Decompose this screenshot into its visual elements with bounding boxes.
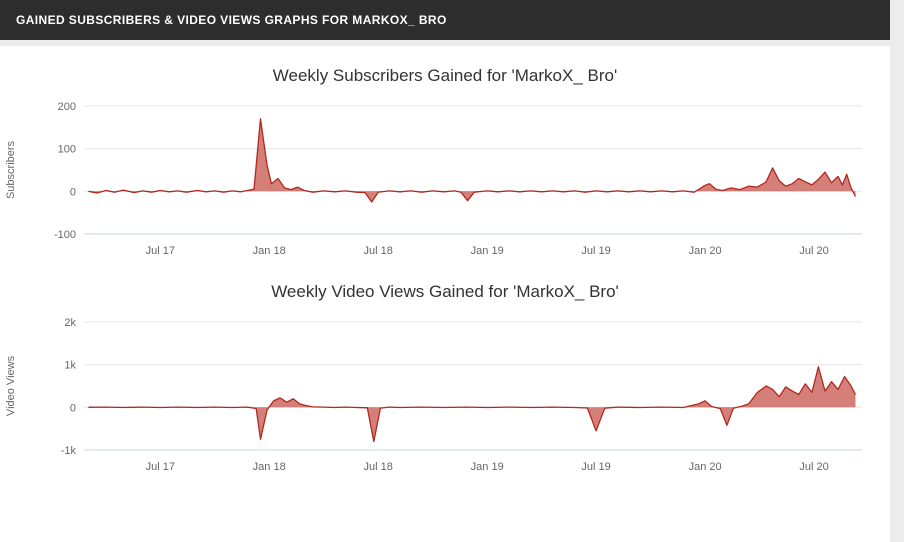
video-views-chart-title: Weekly Video Views Gained for 'MarkoX_ B…	[271, 282, 619, 301]
y-tick-label: 1k	[64, 360, 76, 372]
y-tick-label: 0	[70, 402, 76, 414]
x-tick-label: Jul 19	[581, 245, 610, 257]
video-views-chart-section: Weekly Video Views Gained for 'MarkoX_ B…	[0, 282, 890, 484]
area-fill	[88, 366, 856, 442]
series-line	[88, 366, 857, 443]
y-axis-title: Subscribers	[5, 140, 17, 199]
x-tick-label: Jul 17	[146, 245, 175, 257]
x-tick-label: Jan 19	[471, 461, 504, 473]
x-tick-label: Jan 19	[471, 245, 504, 257]
y-tick-label: 100	[58, 144, 76, 156]
y-tick-label: 0	[70, 186, 76, 198]
x-tick-label: Jul 20	[799, 245, 828, 257]
y-tick-label: -100	[54, 229, 76, 241]
subscribers-chart-canvas: -100 0 100 200 Jul 17 Jan 18 Jul 18 Jan 19 Jul 1…	[5, 101, 862, 257]
x-tick-label: Jan 18	[253, 461, 286, 473]
x-tick-label: Jul 18	[364, 461, 393, 473]
y-tick-label: -1k	[61, 445, 77, 457]
subscribers-chart-title: Weekly Subscribers Gained for 'MarkoX_ B…	[272, 66, 618, 85]
x-tick-label: Jul 17	[146, 461, 175, 473]
page-header-title: GAINED SUBSCRIBERS & VIDEO VIEWS GRAPHS …	[16, 13, 447, 27]
y-tick-label: 2k	[64, 317, 76, 329]
x-tick-label: Jan 18	[253, 245, 286, 257]
x-tick-label: Jul 20	[799, 461, 828, 473]
y-tick-label: 200	[58, 101, 76, 113]
charts-panel: Weekly Subscribers Gained for 'MarkoX_ B…	[0, 46, 890, 542]
x-tick-label: Jan 20	[689, 245, 722, 257]
y-axis-title: Video Views	[5, 355, 17, 416]
series-line	[88, 118, 857, 203]
subscribers-chart-section: Weekly Subscribers Gained for 'MarkoX_ B…	[0, 66, 890, 268]
page-header: GAINED SUBSCRIBERS & VIDEO VIEWS GRAPHS …	[0, 0, 890, 40]
x-tick-label: Jul 18	[364, 245, 393, 257]
x-tick-label: Jul 19	[581, 461, 610, 473]
x-tick-label: Jan 20	[689, 461, 722, 473]
video-views-chart-canvas: -1k 0 1k 2k Jul 17 Jan 18 Jul 18 Jan 19 Jul 19 Ja…	[5, 317, 862, 473]
